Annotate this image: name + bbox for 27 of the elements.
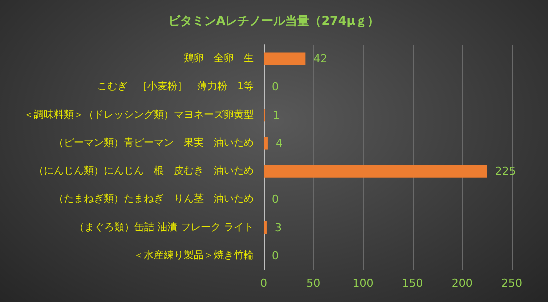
data-label: 42 <box>314 52 328 66</box>
bar <box>264 221 267 234</box>
data-label: 225 <box>495 165 516 178</box>
bar <box>264 52 306 66</box>
y-tick-label: 鶏卵 全卵 生 <box>184 52 254 65</box>
x-tick-label: 0 <box>260 277 268 290</box>
x-tick-label: 250 <box>502 277 522 290</box>
data-label: 1 <box>272 108 280 122</box>
y-tick-label: ＜水産練り製品＞焼き竹輪 <box>134 249 254 262</box>
bar <box>264 137 268 150</box>
y-tick-label: （たまねぎ類）たまねぎ りん茎 油いため <box>54 193 254 206</box>
x-tick-label: 100 <box>352 277 374 290</box>
bar <box>264 165 488 178</box>
y-tick-label: （まぐろ類）缶詰 油漬 フレーク ライト <box>74 221 254 234</box>
y-tick-label: （にんじん類）にんじん 根 皮むき 油いため <box>34 165 254 178</box>
x-tick-label: 200 <box>452 277 473 290</box>
y-tick-label: こむぎ ［小麦粉］ 薄力粉 1等 <box>98 80 254 93</box>
chart-title: ビタミンAレチノール当量（274μｇ） <box>168 14 380 28</box>
data-label: 0 <box>272 193 279 206</box>
data-label: 0 <box>272 249 279 262</box>
data-label: 0 <box>272 80 279 94</box>
x-tick-label: 150 <box>402 277 424 290</box>
y-tick-label: ＜調味料類＞（ドレッシング類）マヨネーズ卵黄型 <box>24 108 254 121</box>
data-label: 4 <box>276 136 283 150</box>
x-tick-label: 50 <box>306 277 321 290</box>
data-label: 3 <box>274 221 282 234</box>
y-tick-label: （ピーマン類）青ピーマン 果実 油いため <box>54 136 254 149</box>
